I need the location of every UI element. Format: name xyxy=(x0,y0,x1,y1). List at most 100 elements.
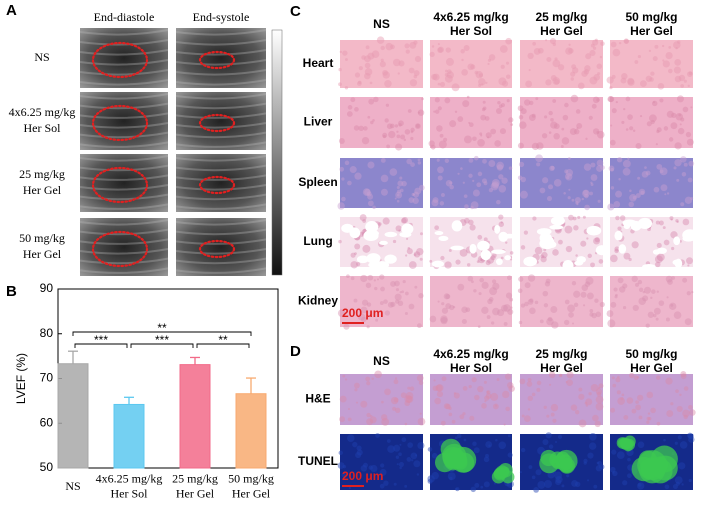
tissue-texture xyxy=(558,239,563,245)
significance-label: ** xyxy=(218,333,228,347)
tissue-texture xyxy=(528,465,533,469)
tissue-texture xyxy=(637,279,643,285)
tissue-texture xyxy=(342,374,346,378)
tissue-texture xyxy=(589,191,594,196)
tissue-texture xyxy=(395,191,403,199)
tissue-texture xyxy=(555,475,563,484)
alveolus xyxy=(595,245,608,256)
tissue-texture xyxy=(590,383,599,392)
tissue-texture xyxy=(349,166,357,174)
tissue-texture xyxy=(561,484,565,488)
alveolus xyxy=(562,260,574,272)
tissue-texture xyxy=(635,142,642,149)
tissue-texture xyxy=(550,117,554,122)
tissue-texture xyxy=(369,81,373,85)
tissue-texture xyxy=(413,191,420,198)
tissue-texture xyxy=(489,287,498,296)
tissue-texture xyxy=(486,315,491,319)
tissue-texture xyxy=(368,465,373,470)
tissue-texture xyxy=(491,253,497,258)
tissue-texture xyxy=(414,454,418,457)
tissue-texture xyxy=(393,444,401,452)
tissue-texture xyxy=(395,288,400,292)
tissue-texture xyxy=(527,377,532,382)
tissue-texture xyxy=(417,111,421,114)
tissue-texture xyxy=(487,58,492,62)
tissue-texture xyxy=(564,102,569,108)
tissue-texture xyxy=(474,482,480,488)
tissue-texture xyxy=(460,49,465,54)
tissue-texture xyxy=(339,416,346,423)
tissue-texture xyxy=(654,255,663,264)
tissue-texture xyxy=(354,252,357,256)
tissue-texture xyxy=(463,194,468,199)
tissue-texture xyxy=(568,214,574,221)
tissue-texture xyxy=(364,72,371,80)
tissue-texture xyxy=(498,104,503,109)
row-label: Heart xyxy=(303,56,334,70)
tissue-texture xyxy=(360,464,368,472)
tissue-texture xyxy=(570,71,576,77)
tissue-texture xyxy=(470,486,477,493)
tissue-texture xyxy=(678,462,686,470)
tissue-texture xyxy=(612,48,621,57)
tissue-texture xyxy=(413,70,420,76)
tissue-texture xyxy=(440,317,448,325)
tissue-texture xyxy=(500,64,505,69)
tissue-texture xyxy=(412,197,419,204)
tissue-texture xyxy=(440,315,448,323)
tissue-texture xyxy=(606,76,614,84)
tissue-texture xyxy=(624,39,629,44)
tissue-texture xyxy=(369,416,377,424)
tissue-texture xyxy=(527,274,536,282)
tissue-texture xyxy=(354,243,361,250)
tissue-texture xyxy=(477,234,483,240)
tissue-texture xyxy=(405,254,408,257)
bar xyxy=(113,403,145,469)
tissue-texture xyxy=(343,323,350,330)
tissue-texture xyxy=(461,58,464,62)
tissue-texture xyxy=(507,308,514,315)
tissue-texture xyxy=(431,471,439,480)
tissue-texture xyxy=(645,323,650,328)
tissue-texture xyxy=(535,469,542,476)
tissue-texture xyxy=(691,290,694,294)
label-line: 50 mg/kg xyxy=(228,471,274,485)
tissue-texture xyxy=(413,253,417,257)
tissue-texture xyxy=(642,295,649,302)
micrograph xyxy=(430,158,512,208)
micrograph xyxy=(340,97,423,148)
tissue-texture xyxy=(488,187,494,193)
tissue-texture xyxy=(455,487,458,491)
ultrasound-image xyxy=(80,92,168,150)
tissue-texture xyxy=(670,402,674,406)
tissue-texture xyxy=(366,191,372,197)
tissue-texture xyxy=(565,245,573,253)
tissue-texture xyxy=(439,133,444,138)
tissue-texture xyxy=(533,48,541,55)
tissue-texture xyxy=(379,301,384,305)
tissue-texture xyxy=(344,58,348,61)
label-line: NS xyxy=(373,354,390,368)
tissue-texture xyxy=(419,257,423,261)
tissue-texture xyxy=(367,274,374,281)
tissue-texture xyxy=(382,69,388,76)
tissue-texture xyxy=(585,276,594,285)
tissue-texture xyxy=(436,390,444,398)
tissue-texture xyxy=(686,291,691,296)
tissue-texture xyxy=(568,48,574,54)
tissue-texture xyxy=(419,232,423,236)
tissue-texture xyxy=(658,300,665,306)
tissue-texture xyxy=(365,45,370,50)
tissue-texture xyxy=(608,96,615,103)
tissue-texture xyxy=(585,53,592,60)
echo-texture xyxy=(79,238,169,245)
tissue-texture xyxy=(470,201,479,210)
tissue-texture xyxy=(565,381,568,384)
tissue-texture xyxy=(461,306,468,313)
tissue-texture xyxy=(545,39,548,42)
tissue-texture xyxy=(411,192,415,197)
tissue-texture xyxy=(635,400,639,404)
tissue-texture xyxy=(342,50,348,56)
tissue-texture xyxy=(456,433,462,439)
